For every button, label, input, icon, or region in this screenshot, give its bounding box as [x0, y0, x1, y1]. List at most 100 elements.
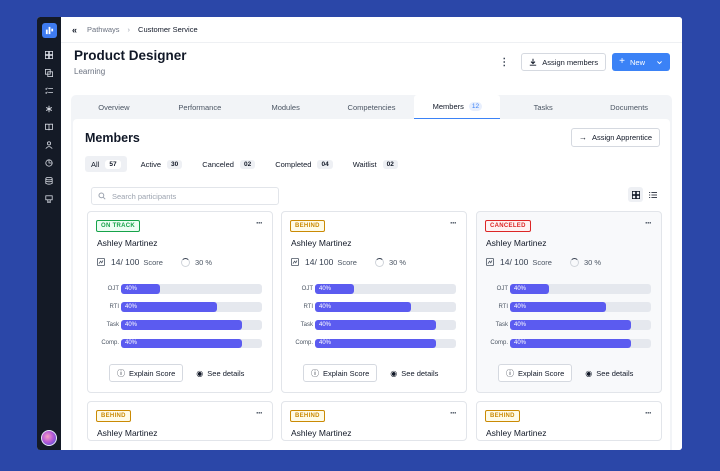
assign-apprentice-button[interactable]: → Assign Apprentice: [570, 128, 660, 147]
member-card[interactable]: BEHIND ··· Ashley Martinez: [281, 401, 467, 441]
info-icon: ⓘ: [311, 368, 319, 378]
tab-label: Performance: [178, 102, 222, 112]
grid-view-icon[interactable]: [628, 187, 643, 202]
breadcrumb-item[interactable]: Pathways: [87, 25, 120, 34]
avatar[interactable]: [41, 430, 57, 446]
new-label: New: [629, 57, 645, 67]
bar-row: RTI 40%: [291, 302, 456, 312]
bar-label: RTI: [109, 303, 119, 310]
more-icon[interactable]: ···: [256, 218, 263, 228]
book-icon[interactable]: [43, 121, 55, 133]
see-details-button[interactable]: ◉ See details: [577, 364, 641, 382]
assign-members-label: Assign members: [542, 57, 599, 67]
card-actions: ⓘ Explain Score ◉ See details: [303, 364, 446, 382]
member-name: Ashley Martinez: [486, 428, 547, 438]
score-icon: [97, 258, 105, 266]
bar-row: OJT 40%: [97, 284, 262, 294]
status-badge: BEHIND: [485, 410, 520, 422]
filter-canceled[interactable]: Canceled 02: [196, 156, 261, 172]
more-icon[interactable]: ···: [450, 408, 457, 418]
checklist-icon[interactable]: [43, 85, 55, 97]
member-card[interactable]: BEHIND ··· Ashley Martinez: [476, 401, 662, 441]
filter-count: 30: [167, 159, 183, 169]
progress-ring-icon: [569, 257, 579, 267]
search-input[interactable]: Search participants: [91, 187, 279, 205]
explain-score-button[interactable]: ⓘ Explain Score: [498, 364, 573, 382]
member-name: Ashley Martinez: [97, 238, 158, 248]
filter-count: 02: [239, 159, 256, 169]
explain-score-button[interactable]: ⓘ Explain Score: [303, 364, 378, 382]
bar-track: 40%: [510, 320, 651, 330]
more-icon[interactable]: ···: [256, 408, 263, 418]
eye-icon: ◉: [390, 368, 398, 378]
member-name: Ashley Martinez: [486, 238, 547, 248]
chart-icon[interactable]: [43, 157, 55, 169]
member-card[interactable]: ON TRACK ··· Ashley Martinez 14/ 100 Sco…: [87, 211, 273, 393]
bar-track: 40%: [315, 320, 456, 330]
more-icon[interactable]: ···: [450, 218, 457, 228]
bar-label: RTI: [498, 303, 508, 310]
award-icon[interactable]: [43, 193, 55, 205]
filter-waitlist[interactable]: Waitlist 02: [347, 156, 404, 172]
status-badge: BEHIND: [290, 410, 325, 422]
more-icon[interactable]: ···: [645, 218, 652, 228]
grid-icon[interactable]: [43, 49, 55, 61]
bar-row: Comp. 40%: [486, 338, 651, 349]
assign-members-button[interactable]: Assign members: [521, 53, 607, 71]
chevron-down-icon: [657, 60, 662, 64]
list-view-icon[interactable]: [645, 187, 660, 202]
bar-row: Task 40%: [97, 320, 262, 330]
bar-row: RTI 40%: [97, 302, 262, 312]
member-card[interactable]: BEHIND ··· Ashley Martinez 14/ 100 Score…: [281, 211, 467, 393]
bar-fill: 40%: [315, 320, 437, 330]
tab-count-badge: 12: [468, 102, 483, 111]
explain-score-button[interactable]: ⓘ Explain Score: [109, 364, 184, 382]
bar-row: RTI 40%: [486, 302, 651, 312]
see-details-label: See details: [207, 368, 245, 378]
member-card[interactable]: CANCELED ··· Ashley Martinez 14/ 100 Sco…: [476, 211, 662, 393]
see-details-label: See details: [596, 368, 634, 378]
member-card[interactable]: BEHIND ··· Ashley Martinez: [87, 401, 273, 441]
status-badge: BEHIND: [290, 220, 325, 232]
filter-count: 57: [105, 159, 121, 169]
progress-bars: OJT 40% RTI 40% Task 40% Comp. 40%: [291, 284, 456, 357]
see-details-button[interactable]: ◉ See details: [188, 364, 252, 382]
score-label: Score: [143, 257, 163, 267]
layers-icon[interactable]: [43, 67, 55, 79]
tab-performance[interactable]: Performance: [157, 95, 243, 119]
bar-label: Task: [495, 322, 508, 329]
database-icon[interactable]: [43, 175, 55, 187]
user-icon[interactable]: [43, 139, 55, 151]
bar-track: 40%: [121, 338, 262, 349]
bar-label: OJT: [301, 285, 313, 292]
tab-overview[interactable]: Overview: [71, 95, 157, 119]
filter-all[interactable]: All 57: [85, 156, 127, 172]
filter-label: Active: [140, 159, 162, 169]
bar-fill: 40%: [510, 302, 606, 312]
bar-label: Comp.: [295, 340, 313, 347]
bar-row: Task 40%: [291, 320, 456, 330]
filter-count: 04: [317, 159, 333, 169]
tab-competencies[interactable]: Competencies: [329, 95, 415, 119]
tab-members[interactable]: Members 12: [414, 95, 501, 119]
filter-label: Canceled: [202, 159, 234, 169]
score-row: 14/ 100 Score 30 %: [97, 257, 212, 267]
tab-tasks[interactable]: Tasks: [500, 95, 586, 119]
logo-icon[interactable]: [41, 23, 57, 38]
tab-label: Modules: [271, 102, 300, 112]
filter-active[interactable]: Active 30: [135, 156, 189, 172]
tab-documents[interactable]: Documents: [586, 95, 672, 119]
tab-modules[interactable]: Modules: [243, 95, 329, 119]
more-options-icon[interactable]: ⋮: [499, 56, 510, 68]
bar-fill: 40%: [121, 302, 217, 312]
bar-track: 40%: [510, 284, 651, 294]
score-percent: 30 %: [194, 257, 213, 267]
see-details-button[interactable]: ◉ See details: [382, 364, 446, 382]
eye-icon: ◉: [585, 368, 593, 378]
collapse-icon[interactable]: «: [72, 24, 78, 35]
asterisk-icon[interactable]: [43, 103, 55, 115]
new-button[interactable]: + New: [612, 53, 670, 71]
filter-bar: All 57 Active 30 Canceled 02 Completed 04 Wa…: [85, 156, 404, 172]
more-icon[interactable]: ···: [645, 408, 652, 418]
filter-completed[interactable]: Completed 04: [269, 156, 339, 172]
